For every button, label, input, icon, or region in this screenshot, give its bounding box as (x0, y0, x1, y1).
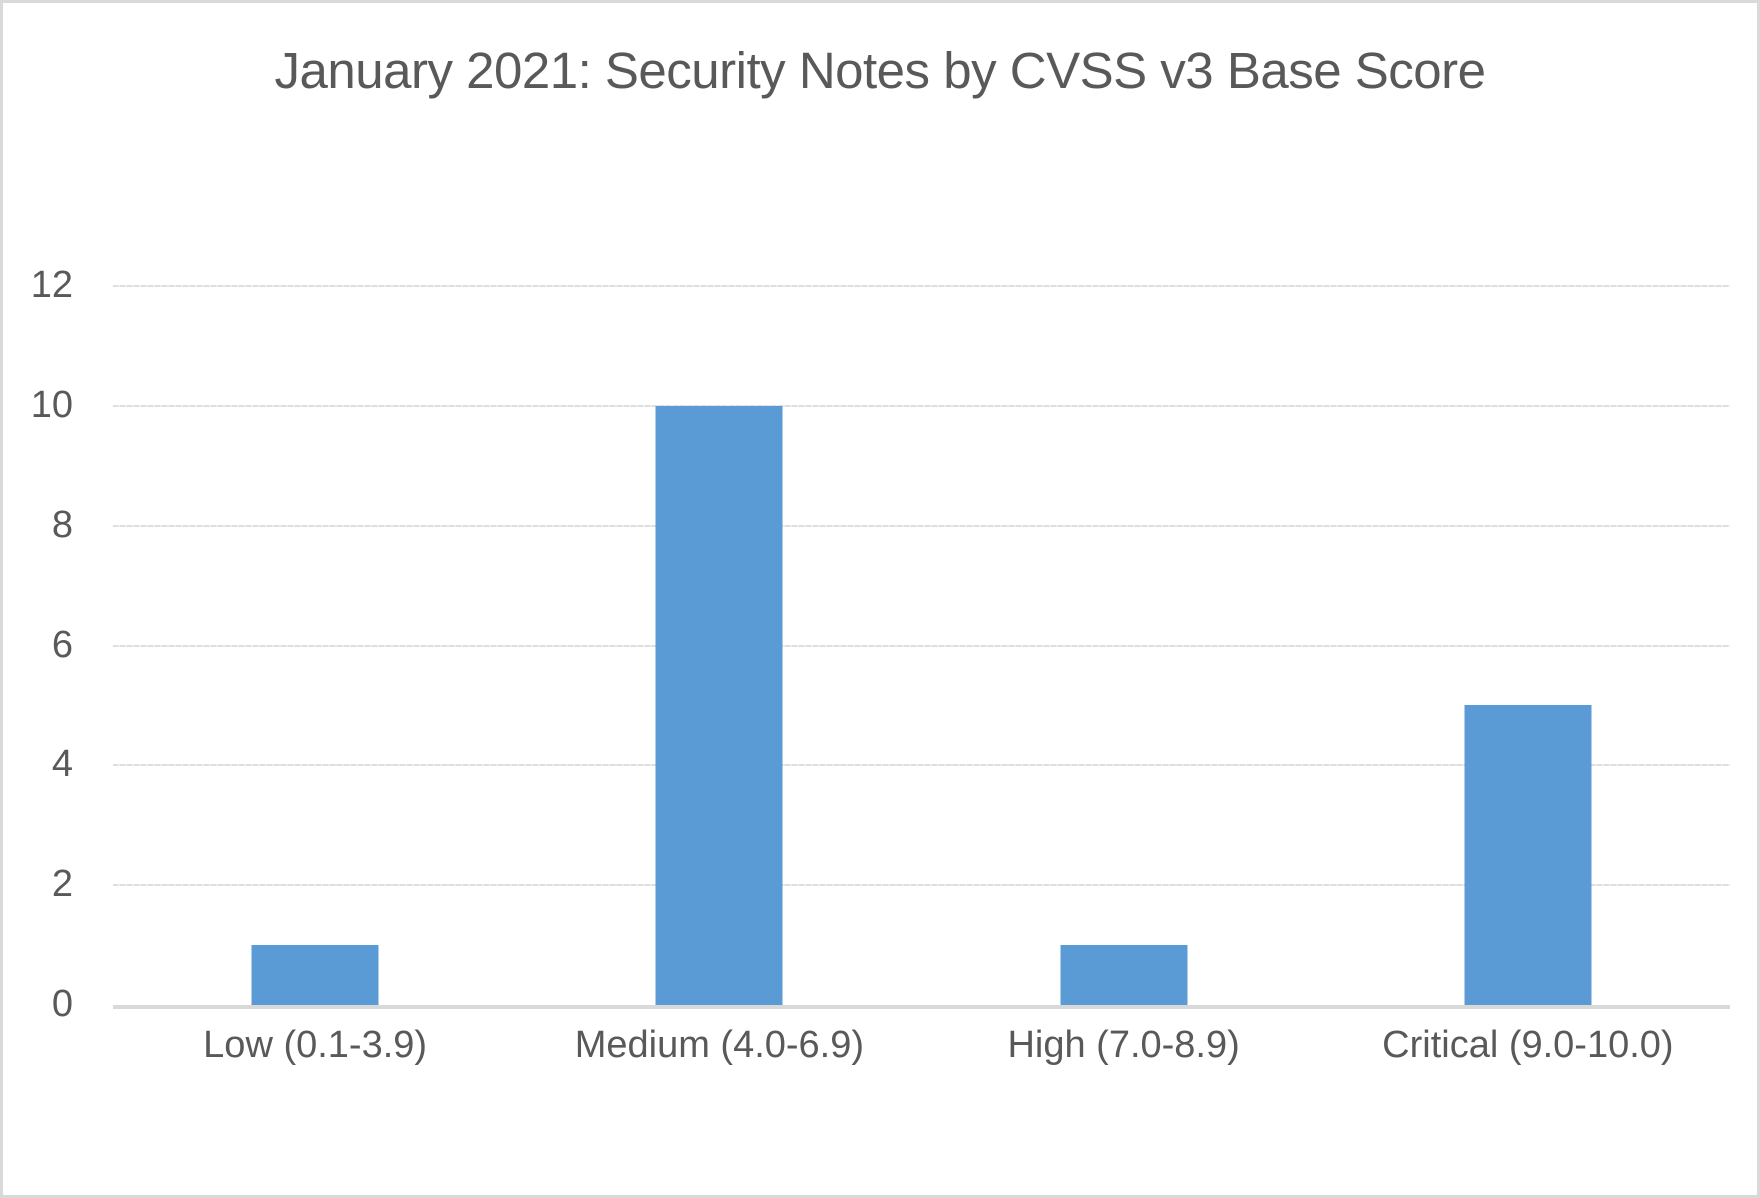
y-tick-label-12: 12 (30, 264, 73, 307)
gridline-y-12 (113, 285, 1730, 287)
y-tick-label-10: 10 (30, 384, 73, 427)
y-tick-label-6: 6 (51, 623, 73, 666)
gridline-y-8 (113, 524, 1730, 527)
bar-medium (655, 405, 783, 1005)
gridline-y-4 (113, 764, 1730, 767)
plot-area (113, 285, 1730, 1009)
y-axis-tick-labels: 0 2 4 6 8 10 12 (3, 266, 91, 1023)
gridline-y-2 (113, 884, 1730, 887)
y-tick-label-0: 0 (51, 983, 73, 1026)
bar-high (1060, 945, 1188, 1005)
y-tick-label-8: 8 (51, 503, 73, 546)
x-category-label-3: Critical (9.0-10.0) (1382, 1024, 1674, 1066)
chart-title: January 2021: Security Notes by CVSS v3 … (274, 42, 1486, 99)
bar-series (113, 286, 1730, 1005)
x-category-label-0: Low (0.1-3.9) (203, 1024, 428, 1066)
x-axis-category-labels: Low (0.1-3.9) Medium (4.0-6.9) High (7.0-8… (113, 1024, 1730, 1067)
bar-slot-1 (517, 286, 921, 1005)
bar-critical (1464, 705, 1592, 1005)
bar-low (251, 945, 379, 1005)
y-tick-label-2: 2 (51, 863, 73, 906)
x-category-label-1: Medium (4.0-6.9) (574, 1024, 865, 1066)
gridline-y-6 (113, 644, 1730, 647)
gridline-y-10 (113, 404, 1730, 407)
bar-slot-2 (922, 286, 1326, 1005)
x-category-label-2: High (7.0-8.9) (1007, 1024, 1240, 1066)
bar-slot-0 (113, 286, 517, 1005)
bar-slot-3 (1326, 286, 1730, 1005)
y-tick-label-4: 4 (51, 743, 73, 786)
